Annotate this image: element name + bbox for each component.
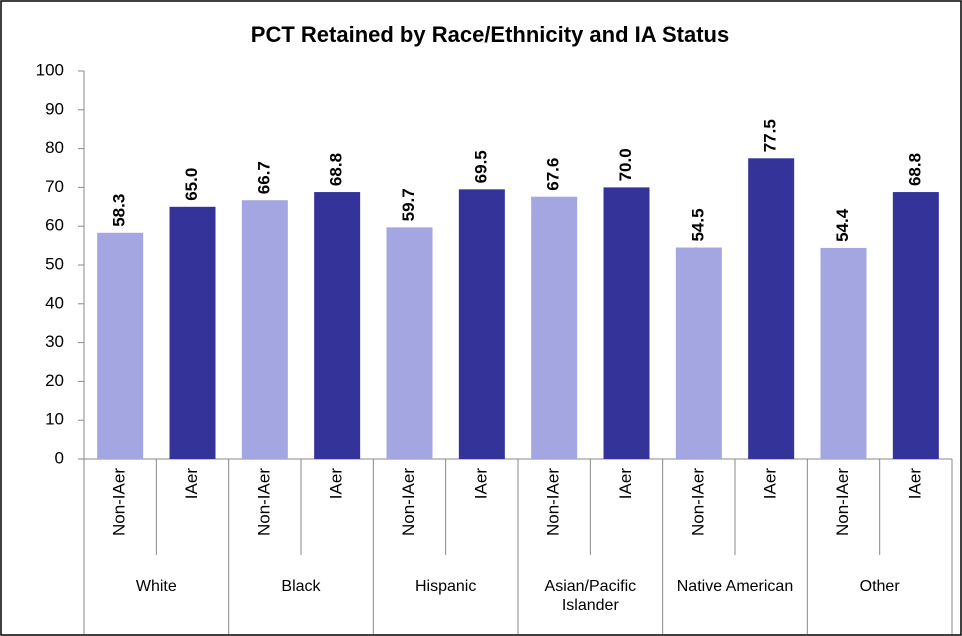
sub-category-label: IAer (182, 468, 201, 500)
y-tick-label: 70 (45, 177, 64, 196)
bar (892, 192, 939, 459)
category-label: Black (281, 578, 321, 595)
y-tick-label: 60 (45, 216, 64, 235)
data-label: 69.5 (471, 150, 490, 183)
sub-category-label: Non-IAer (833, 468, 852, 536)
bar (820, 247, 867, 459)
bar (603, 187, 650, 459)
data-label: 70.0 (616, 148, 635, 181)
data-label: 66.7 (254, 161, 273, 194)
data-label: 54.5 (688, 208, 707, 241)
sub-category-label: IAer (761, 468, 780, 500)
data-label: 58.3 (110, 194, 129, 227)
category-label: White (135, 578, 177, 595)
bar (531, 196, 578, 459)
data-label: 67.6 (544, 158, 563, 191)
bar (241, 200, 288, 460)
sub-category-label: IAer (905, 468, 924, 500)
data-label: 68.8 (327, 153, 346, 186)
y-tick-label: 30 (45, 332, 64, 351)
y-tick-label: 80 (45, 138, 64, 157)
y-tick-label: 0 (55, 448, 64, 467)
data-label: 59.7 (399, 188, 418, 221)
y-tick-label: 40 (45, 293, 64, 312)
y-tick-label: 50 (45, 254, 64, 273)
bar (314, 192, 361, 459)
y-tick-label: 90 (45, 99, 64, 118)
sub-category-label: IAer (327, 468, 346, 500)
category-label: Hispanic (414, 578, 477, 595)
data-label: 77.5 (761, 119, 780, 152)
sub-category-label: Non-IAer (544, 468, 563, 536)
y-tick-label: 20 (45, 371, 64, 390)
sub-category-label: Non-IAer (110, 468, 129, 536)
chart-title: PCT Retained by Race/Ethnicity and IA St… (251, 22, 729, 47)
sub-category-label: Non-IAer (688, 468, 707, 536)
category-label: Other (859, 578, 900, 595)
data-label: 54.4 (833, 208, 852, 242)
data-label: 65.0 (182, 168, 201, 201)
bar (748, 158, 795, 460)
sub-category-label: Non-IAer (399, 468, 418, 536)
y-tick-label: 100 (36, 60, 64, 79)
bar (169, 206, 216, 459)
bar (458, 189, 505, 459)
category-label: Native American (676, 578, 794, 595)
y-tick-label: 10 (45, 410, 64, 429)
sub-category-label: IAer (471, 468, 490, 500)
sub-category-label: IAer (616, 468, 635, 500)
category-label: Asian/Pacific Islander (544, 578, 637, 614)
bar (675, 247, 722, 459)
data-label: 68.8 (905, 153, 924, 186)
bar (97, 232, 144, 459)
bar (386, 227, 433, 459)
sub-category-label: Non-IAer (254, 468, 273, 536)
